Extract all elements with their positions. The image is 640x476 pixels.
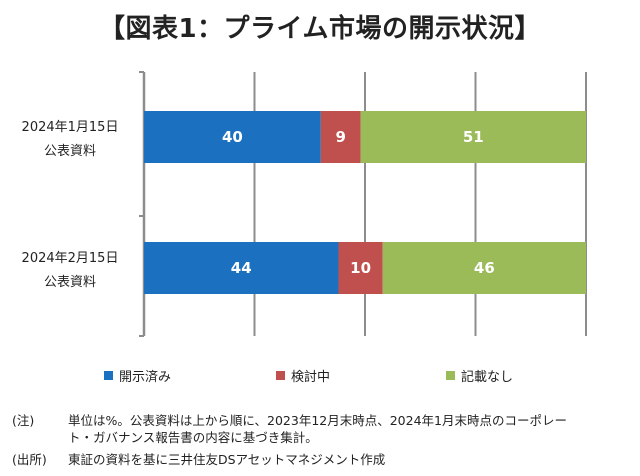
- bar-segment-2: [338, 242, 383, 294]
- legend-item: 開示済み: [104, 366, 171, 385]
- bar-segment-1: [144, 111, 321, 163]
- category-label: 2024年2月15日: [22, 251, 119, 266]
- legend: 開示済み 検討中 記載なし: [0, 366, 640, 386]
- note-2-body: 東証の資料を基に三井住友DSアセットマネジメント作成: [68, 451, 628, 468]
- bar-segment-3: [382, 242, 586, 294]
- note-2-line-1: 東証の資料を基に三井住友DSアセットマネジメント作成: [68, 452, 386, 467]
- data-label: 10: [350, 259, 371, 277]
- data-labels: 40 9 51 44 10 46: [222, 128, 495, 277]
- legend-label: 開示済み: [119, 370, 172, 385]
- note-1-body: 単位は%。公表資料は上から順に、2023年12月末時点、2024年1月末時点のコ…: [68, 412, 628, 446]
- data-label: 44: [231, 259, 252, 277]
- chart-title: 【図表1：プライム市場の開示状況】: [98, 14, 542, 44]
- bar-segment-1: [144, 242, 339, 294]
- legend-label: 記載なし: [461, 370, 514, 385]
- note-1-line-2: ト・ガバナンス報告書の内容に基づき集計。: [68, 430, 318, 445]
- note-1: (注) 単位は%。公表資料は上から順に、2023年12月末時点、2024年1月末…: [12, 412, 632, 446]
- category-label: 公表資料: [44, 275, 96, 290]
- data-label: 51: [463, 128, 484, 146]
- note-1-line-1: 単位は%。公表資料は上から順に、2023年12月末時点、2024年1月末時点のコ…: [68, 413, 567, 428]
- note-2: (出所) 東証の資料を基に三井住友DSアセットマネジメント作成: [12, 451, 632, 468]
- bar-segment-3: [360, 111, 586, 163]
- category-label: 2024年1月15日: [22, 120, 119, 135]
- legend-item: 検討中: [276, 366, 330, 385]
- data-label: 40: [222, 128, 243, 146]
- legend-item: 記載なし: [446, 366, 513, 385]
- legend-label: 検討中: [291, 370, 331, 385]
- data-label: 46: [474, 259, 495, 277]
- bars: [144, 111, 586, 294]
- legend-swatch: [276, 371, 285, 380]
- bar-segment-2: [320, 111, 361, 163]
- note-1-tag: (注): [12, 413, 35, 428]
- note-2-tag: (出所): [12, 452, 47, 467]
- legend-swatch: [446, 371, 455, 380]
- category-label: 公表資料: [44, 144, 96, 159]
- data-label: 9: [335, 128, 345, 146]
- legend-swatch: [104, 371, 113, 380]
